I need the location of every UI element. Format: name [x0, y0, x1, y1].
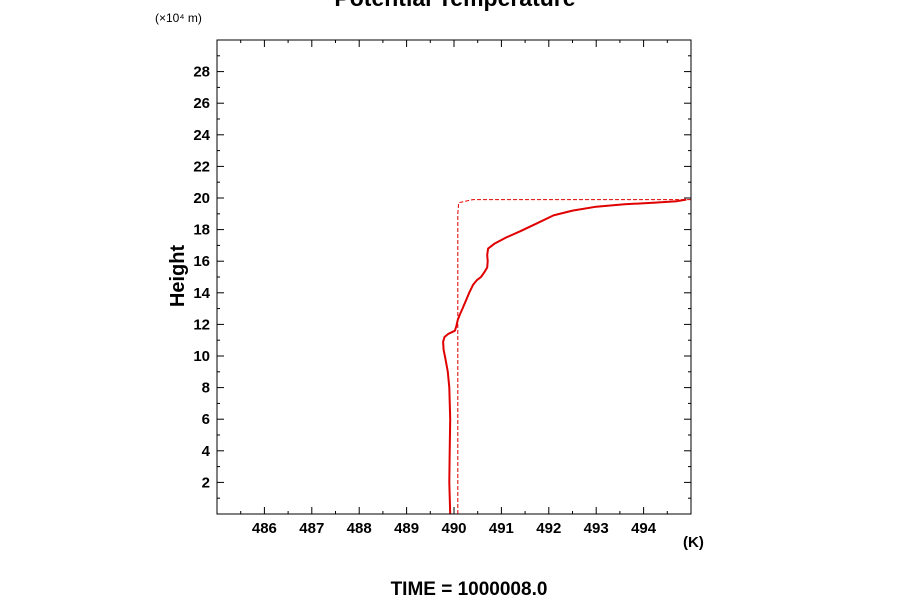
y-axis-unit-note: (×10⁴ m) — [155, 11, 202, 25]
x-tick-label: 489 — [394, 520, 419, 537]
y-axis-label: Height — [167, 245, 189, 308]
y-tick-label: 20 — [193, 190, 210, 207]
y-tick-label: 6 — [202, 411, 210, 428]
y-tick-label: 12 — [193, 316, 210, 333]
y-tick-label: 18 — [193, 222, 210, 239]
x-axis-unit: (K) — [683, 534, 704, 551]
x-tick-label: 492 — [536, 520, 561, 537]
ticks-layer: 486 487 488 489 490 491 492 493 4942468101214161… — [193, 40, 691, 537]
y-tick-label: 16 — [193, 253, 210, 270]
time-label: TIME = 1000008.0 — [391, 579, 548, 600]
x-tick-label: 494 — [631, 520, 657, 537]
x-tick-label: 487 — [299, 520, 324, 537]
y-tick-label: 10 — [193, 348, 210, 365]
series-layer — [442, 198, 691, 515]
y-tick-label: 2 — [202, 474, 210, 491]
y-tick-label: 4 — [202, 443, 211, 460]
y-tick-label: 26 — [193, 95, 210, 112]
chart-title: Potential Temperature — [334, 0, 575, 11]
y-tick-label: 22 — [193, 158, 210, 175]
y-tick-label: 8 — [202, 380, 210, 397]
x-tick-label: 488 — [347, 520, 372, 537]
y-tick-label: 24 — [193, 127, 210, 144]
x-tick-label: 490 — [441, 520, 466, 537]
x-tick-label: 493 — [584, 520, 609, 537]
y-tick-label: 28 — [193, 64, 210, 81]
plot-frame — [216, 39, 692, 515]
x-tick-label: 486 — [252, 520, 277, 537]
dashed-profile-line — [457, 199, 691, 514]
y-tick-label: 14 — [193, 285, 210, 302]
x-tick-label: 491 — [489, 520, 514, 537]
solid-profile-line — [442, 198, 687, 515]
